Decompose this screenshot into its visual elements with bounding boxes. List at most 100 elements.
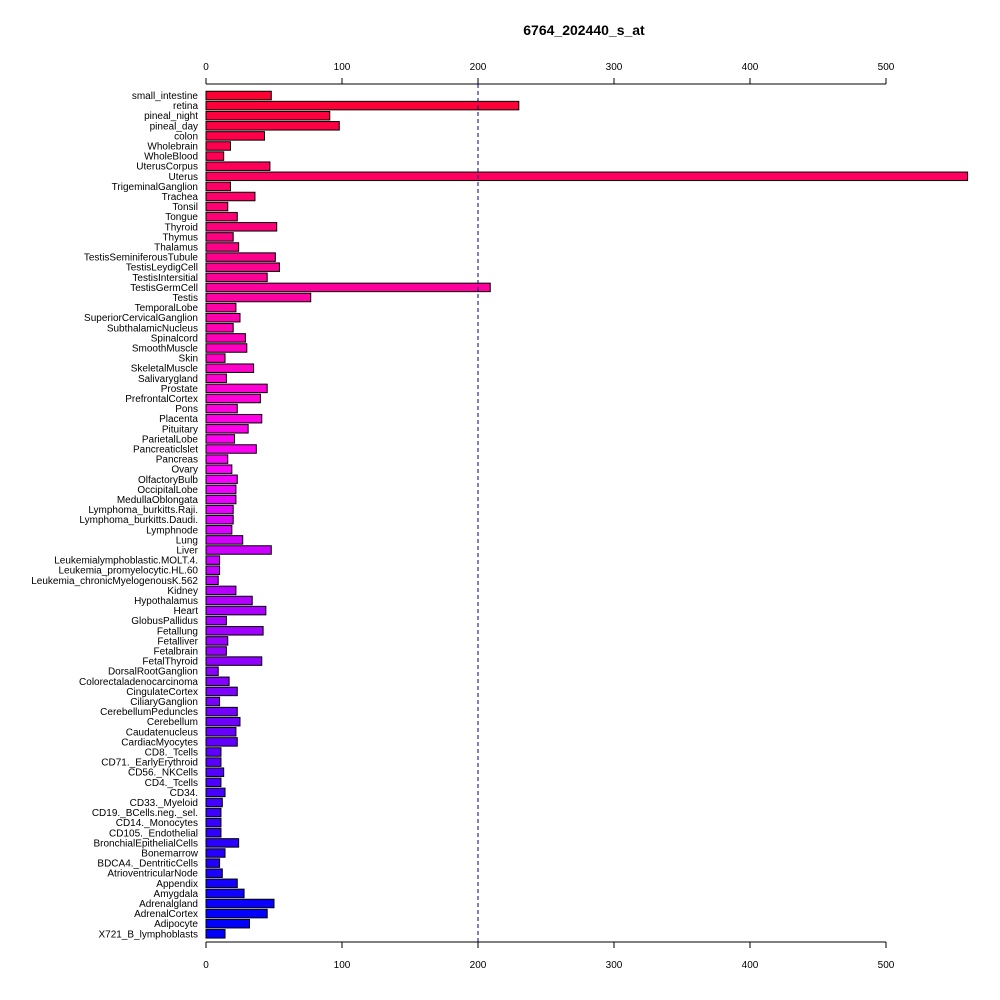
category-label-Fetalbrain: Fetalbrain bbox=[154, 647, 198, 658]
bar-TestisGermCell bbox=[205, 282, 491, 293]
bar-SmoothMuscle bbox=[205, 343, 248, 353]
bar-Uterus bbox=[205, 171, 969, 182]
bar-Trachea bbox=[205, 191, 256, 202]
category-label-GlobusPallidus: GlobusPallidus bbox=[131, 616, 198, 627]
bar-Heart bbox=[205, 605, 267, 616]
bar-Cerebellum bbox=[205, 716, 241, 727]
category-label-WholeBlood: WholeBlood bbox=[144, 152, 198, 163]
category-label-Cerebellum: Cerebellum bbox=[147, 717, 198, 728]
category-label-Pancreaticlslet: Pancreaticlslet bbox=[133, 445, 198, 456]
bar-Salivarygland bbox=[205, 373, 227, 384]
bar-Adrenalgland bbox=[205, 898, 275, 909]
category-label-ParietalLobe: ParietalLobe bbox=[142, 434, 199, 445]
category-label-SubthalamicNucleus: SubthalamicNucleus bbox=[107, 323, 198, 334]
category-label-Thymus: Thymus bbox=[162, 232, 198, 243]
bar-Pons bbox=[205, 403, 238, 414]
category-label-DorsalRootGanglion: DorsalRootGanglion bbox=[108, 667, 198, 678]
bar-Leukemia_promyelocytic.HL.60 bbox=[205, 565, 221, 575]
bar-Fetalbrain bbox=[205, 646, 227, 656]
bar-SkeletalMuscle bbox=[205, 363, 255, 373]
bar-AdrenalCortex bbox=[205, 908, 268, 919]
bar-CerebellumPeduncles bbox=[205, 706, 238, 717]
category-label-Thalamus: Thalamus bbox=[154, 243, 198, 254]
bar-ParietalLobe bbox=[205, 434, 236, 444]
category-label-CD71._EarlyErythroid: CD71._EarlyErythroid bbox=[101, 758, 198, 769]
category-label-TestisLeydigCell: TestisLeydigCell bbox=[126, 263, 198, 274]
category-label-Skin: Skin bbox=[179, 354, 198, 365]
bar-Caudatenucleus bbox=[205, 727, 237, 737]
category-label-colon: colon bbox=[174, 131, 198, 142]
category-label-Lymphnode: Lymphnode bbox=[146, 525, 198, 536]
bar-CD4._Tcells bbox=[205, 777, 222, 788]
bar-Skin bbox=[205, 353, 226, 363]
bottom-x-axis: 0 100 200 300 400 500 bbox=[203, 941, 895, 971]
top-x-axis: 0 100 200 300 400 500 bbox=[203, 62, 895, 85]
bar-Ovary bbox=[205, 464, 233, 474]
category-label-CardiacMyocytes: CardiacMyocytes bbox=[121, 737, 198, 748]
bar-BronchialEpithelialCells bbox=[205, 838, 240, 848]
bar-Spinalcord bbox=[205, 333, 246, 343]
category-label-pineal_night: pineal_night bbox=[144, 111, 198, 122]
category-label-X721_B_lymphoblasts: X721_B_lymphoblasts bbox=[98, 929, 198, 940]
bar-MedullaOblongata bbox=[205, 494, 237, 505]
category-label-Tonsil: Tonsil bbox=[172, 202, 198, 213]
bar-Prostate bbox=[205, 383, 268, 394]
bar-TemporalLobe bbox=[205, 302, 237, 313]
bar-Lymphnode bbox=[205, 525, 233, 535]
bar-WholeBlood bbox=[205, 151, 225, 161]
category-label-OlfactoryBulb: OlfactoryBulb bbox=[138, 475, 198, 486]
category-label-Pituitary: Pituitary bbox=[162, 424, 198, 435]
bar-SubthalamicNucleus bbox=[205, 323, 234, 333]
bottom-tick-label-0: 0 bbox=[203, 960, 209, 971]
category-label-CiliaryGanglion: CiliaryGanglion bbox=[130, 697, 198, 708]
category-label-CD8._Tcells: CD8._Tcells bbox=[145, 748, 198, 759]
category-label-Testis: Testis bbox=[172, 293, 198, 304]
category-label-retina: retina bbox=[173, 101, 198, 112]
bars-group bbox=[205, 90, 969, 939]
category-label-Adrenalgland: Adrenalgland bbox=[139, 899, 198, 910]
bar-CardiacMyocytes bbox=[205, 737, 238, 747]
bar-Bonemarrow bbox=[205, 848, 226, 858]
category-label-Uterus: Uterus bbox=[169, 172, 198, 183]
category-label-Tongue: Tongue bbox=[165, 212, 198, 223]
top-tick-label-100: 100 bbox=[334, 62, 351, 73]
bar-Thyroid bbox=[205, 222, 278, 232]
category-label-CD14._Monocytes: CD14._Monocytes bbox=[116, 818, 198, 829]
category-label-FetalThyroid: FetalThyroid bbox=[142, 657, 198, 668]
bar-pineal_night bbox=[205, 110, 331, 121]
bar-CD33._Myeloid bbox=[205, 797, 223, 808]
category-label-Salivarygland: Salivarygland bbox=[138, 374, 198, 385]
category-label-Pons: Pons bbox=[175, 404, 198, 415]
bar-TestisSeminiferousTubule bbox=[205, 252, 276, 262]
bar-Tonsil bbox=[205, 201, 229, 212]
category-label-Wholebrain: Wholebrain bbox=[147, 142, 198, 153]
category-label-Leukemia_chronicMyelogenousK.562: Leukemia_chronicMyelogenousK.562 bbox=[31, 576, 198, 587]
bar-retina bbox=[205, 100, 520, 111]
bar-BDCA4._DentriticCells bbox=[205, 858, 221, 868]
category-label-CD19._BCells.neg._sel.: CD19._BCells.neg._sel. bbox=[92, 808, 198, 819]
category-label-TestisSeminiferousTubule: TestisSeminiferousTubule bbox=[84, 253, 199, 264]
category-label-AdrenalCortex: AdrenalCortex bbox=[134, 909, 198, 920]
category-label-Bonemarrow: Bonemarrow bbox=[141, 849, 198, 860]
bar-CingulateCortex bbox=[205, 686, 238, 697]
bar-TestisIntersitial bbox=[205, 272, 268, 283]
bar-Thalamus bbox=[205, 242, 240, 252]
category-label-Prostate: Prostate bbox=[161, 384, 199, 395]
bar-Thymus bbox=[205, 232, 234, 242]
category-label-TestisIntersitial: TestisIntersitial bbox=[132, 273, 198, 284]
bar-Testis bbox=[205, 292, 312, 303]
category-label-CingulateCortex: CingulateCortex bbox=[126, 687, 198, 698]
bar-CD105._Endothelial bbox=[205, 828, 222, 838]
category-label-Kidney: Kidney bbox=[167, 586, 198, 597]
bar-CD71._EarlyErythroid bbox=[205, 757, 222, 767]
top-tick-label-300: 300 bbox=[606, 62, 623, 73]
bar-FetalThyroid bbox=[205, 656, 263, 666]
bar-Placenta bbox=[205, 413, 263, 424]
top-tick-label-0: 0 bbox=[203, 62, 209, 73]
bar-Pituitary bbox=[205, 424, 249, 434]
bar-CD8._Tcells bbox=[205, 747, 222, 757]
category-label-CD33._Myeloid: CD33._Myeloid bbox=[130, 798, 198, 809]
bar-TrigeminalGanglion bbox=[205, 181, 231, 192]
category-label-SuperiorCervicalGanglion: SuperiorCervicalGanglion bbox=[84, 313, 198, 324]
